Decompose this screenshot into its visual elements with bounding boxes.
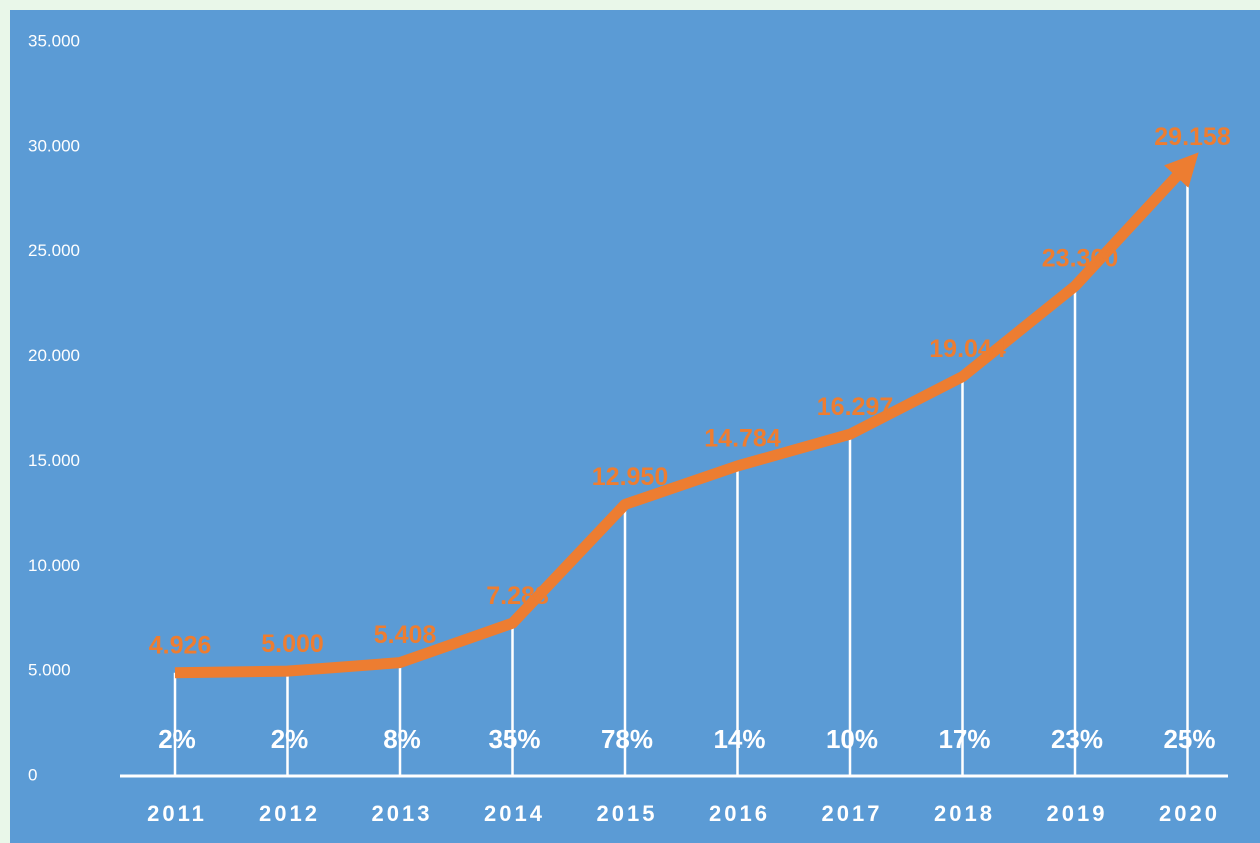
x-tick-label: 2011 [147,801,207,826]
y-tick-label: 5.000 [28,661,71,680]
growth-label: 2% [158,724,196,754]
x-tick-label: 2014 [484,801,545,826]
growth-label: 8% [383,724,421,754]
y-tick-label: 10.000 [28,556,80,575]
chart-background [10,10,1260,843]
value-label: 16.297 [817,393,893,421]
value-label: 7.288 [486,582,549,610]
value-label: 29.158 [1154,123,1231,151]
x-tick-label: 2015 [597,801,658,826]
value-label: 23.360 [1042,245,1118,273]
growth-label: 78% [601,724,653,754]
y-tick-label: 20.000 [28,346,80,365]
y-tick-label: 0 [28,765,37,784]
data-line [174,152,1199,679]
value-label: 4.926 [149,631,212,659]
growth-label: 2% [271,724,309,754]
value-label: 5.000 [261,630,324,658]
x-tick-label: 2013 [372,801,433,826]
x-tick-label: 2019 [1047,801,1108,826]
value-label: 19.044 [929,335,1006,363]
x-tick-label: 2016 [709,801,770,826]
x-tick-label: 2012 [259,801,320,826]
x-tick-label: 2020 [1159,801,1220,826]
x-tick-label: 2017 [822,801,883,826]
value-label: 12.950 [592,463,668,491]
y-tick-label: 15.000 [28,451,80,470]
plot: 0 5.000 10.000 15.000 20.000 25.000 30.000 35.0… [28,31,1231,825]
growth-label: 35% [488,724,540,754]
value-label: 5.408 [374,621,437,649]
growth-label: 14% [713,724,765,754]
growth-label: 25% [1163,724,1215,754]
y-tick-label: 35.000 [28,31,80,50]
x-tick-label: 2018 [934,801,995,826]
growth-label: 23% [1051,724,1103,754]
growth-label: 17% [938,724,990,754]
y-tick-label: 30.000 [28,136,80,155]
growth-label: 10% [826,724,878,754]
value-label: 14.784 [704,425,781,453]
y-tick-label: 25.000 [28,241,80,260]
